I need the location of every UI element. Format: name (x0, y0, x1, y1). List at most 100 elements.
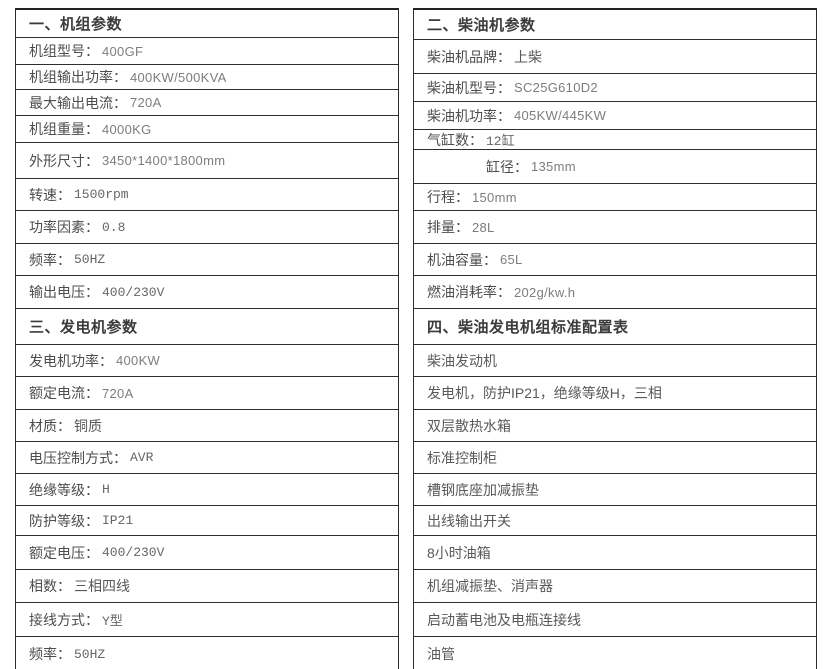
spec-value: 202g/kw.h (514, 284, 576, 300)
spec-row: 柴油机功率： 405KW/445KW (414, 102, 816, 130)
section-title: 二、柴油机参数 (427, 17, 536, 34)
config-item-text: 启动蓄电池及电瓶连接线 (427, 611, 581, 628)
spec-label: 最大输出电流： (29, 94, 127, 111)
spec-value: H (102, 482, 110, 497)
spec-row: 额定电压： 400/230V (16, 536, 398, 570)
config-item-row: 槽钢底座加减振垫 (414, 474, 816, 506)
spec-row: 机组重量： 4000KG (16, 116, 398, 143)
spec-label: 气缸数： (427, 131, 483, 148)
section-header-row: 二、柴油机参数 (414, 10, 816, 40)
config-item-text: 柴油发动机 (427, 352, 497, 369)
spec-label: 机组输出功率： (29, 69, 127, 85)
spec-value: 400/230V (102, 284, 165, 300)
config-item-row: 柴油发动机 (414, 345, 816, 377)
spec-row: 柴油机型号： SC25G610D2 (414, 74, 816, 102)
spec-row: 最大输出电流： 720A (16, 90, 398, 116)
spec-label: 材质： (29, 417, 71, 434)
spec-row: 机油容量： 65L (414, 244, 816, 276)
spec-label: 发电机功率： (29, 352, 113, 369)
spec-row: 额定电流： 720A (16, 377, 398, 410)
section-header-row: 一、机组参数 (16, 10, 398, 38)
spec-label: 频率： (29, 646, 71, 662)
spec-row: 绝缘等级： H (16, 474, 398, 506)
right-spec-table: 二、柴油机参数 柴油机品牌： 上柴 柴油机型号： SC25G610D2 柴油机功率： 405… (413, 8, 817, 669)
spec-row: 防护等级： IP21 (16, 506, 398, 536)
spec-value: 三相四线 (74, 578, 130, 594)
spec-row: 缸径： 135mm (414, 150, 816, 184)
config-item-row: 油管 (414, 637, 816, 669)
config-item-row: 双层散热水箱 (414, 410, 816, 442)
spec-label: 燃油消耗率： (427, 284, 511, 300)
spec-value: 28L (472, 219, 495, 235)
spec-label: 额定电流： (29, 385, 99, 401)
config-item-text: 双层散热水箱 (427, 417, 511, 434)
spec-value: 400KW (116, 353, 161, 368)
config-item-text: 发电机，防护IP21，绝缘等级H，三相 (427, 385, 662, 401)
left-spec-table: 一、机组参数 机组型号： 400GF 机组输出功率： 400KW/500KVA 最大输出电… (15, 8, 399, 669)
spec-label: 缸径： (486, 158, 528, 175)
spec-value: 65L (500, 252, 523, 267)
spec-row: 接线方式： Y型 (16, 603, 398, 637)
spec-row: 输出电压： 400/230V (16, 276, 398, 309)
config-item-text: 8小时油箱 (427, 544, 491, 561)
spec-row: 机组型号： 400GF (16, 38, 398, 65)
spec-row: 电压控制方式： AVR (16, 442, 398, 474)
spec-row: 转速： 1500rpm (16, 179, 398, 211)
section-title: 一、机组参数 (29, 16, 123, 33)
spec-label: 机组型号： (29, 43, 99, 59)
spec-label: 功率因素： (29, 219, 99, 235)
spec-value: 400GF (102, 43, 144, 59)
spec-row: 频率： 50HZ (16, 637, 398, 669)
config-item-text: 出线输出开关 (427, 512, 511, 529)
spec-value: 12缸 (486, 134, 515, 149)
spec-label: 电压控制方式： (29, 449, 127, 466)
spec-value: Y型 (102, 614, 123, 629)
spec-value: 3450*1400*1800mm (102, 153, 226, 168)
spec-row: 发电机功率： 400KW (16, 345, 398, 377)
spec-value: 400/230V (102, 545, 165, 560)
spec-value: SC25G610D2 (514, 80, 598, 95)
config-item-row: 标准控制柜 (414, 442, 816, 474)
config-item-text: 槽钢底座加减振垫 (427, 481, 539, 498)
spec-row: 柴油机品牌： 上柴 (414, 40, 816, 74)
config-item-text: 机组减振垫、消声器 (427, 578, 553, 594)
config-item-row: 发电机，防护IP21，绝缘等级H，三相 (414, 377, 816, 410)
spec-label: 机组重量： (29, 121, 99, 137)
spec-value: 150mm (472, 189, 517, 205)
spec-label: 绝缘等级： (29, 481, 99, 498)
spec-label: 柴油机品牌： (427, 48, 511, 65)
spec-label: 防护等级： (29, 512, 99, 529)
spec-row: 燃油消耗率： 202g/kw.h (414, 276, 816, 309)
spec-label: 输出电压： (29, 284, 99, 300)
spec-value: 50HZ (74, 252, 106, 267)
spec-label: 接线方式： (29, 611, 99, 628)
spec-row: 功率因素： 0.8 (16, 211, 398, 244)
spec-value: 上柴 (514, 48, 542, 65)
config-item-text: 标准控制柜 (427, 449, 497, 466)
spec-label: 额定电压： (29, 544, 99, 561)
config-item-row: 启动蓄电池及电瓶连接线 (414, 603, 816, 637)
spec-value: 50HZ (74, 646, 106, 662)
spec-value: 铜质 (74, 417, 102, 434)
spec-value: 0.8 (102, 219, 126, 235)
spec-row: 频率： 50HZ (16, 244, 398, 276)
spec-row: 相数： 三相四线 (16, 570, 398, 603)
spec-label: 频率： (29, 251, 71, 268)
spec-label: 转速： (29, 186, 71, 203)
spec-value: 720A (130, 95, 162, 110)
section-header-row: 三、发电机参数 (16, 309, 398, 345)
config-item-row: 机组减振垫、消声器 (414, 570, 816, 603)
spec-label: 行程： (427, 189, 469, 205)
section-header-row: 四、柴油发电机组标准配置表 (414, 309, 816, 345)
spec-value: 405KW/445KW (514, 108, 607, 123)
spec-label: 相数： (29, 578, 71, 594)
spec-value: 135mm (531, 159, 576, 174)
spec-row: 行程： 150mm (414, 184, 816, 211)
config-item-row: 出线输出开关 (414, 506, 816, 536)
config-item-text: 油管 (427, 646, 455, 662)
spec-value: 4000KG (102, 121, 152, 137)
config-item-row: 8小时油箱 (414, 536, 816, 570)
spec-label: 柴油机型号： (427, 79, 511, 96)
section-title: 四、柴油发电机组标准配置表 (427, 319, 629, 336)
